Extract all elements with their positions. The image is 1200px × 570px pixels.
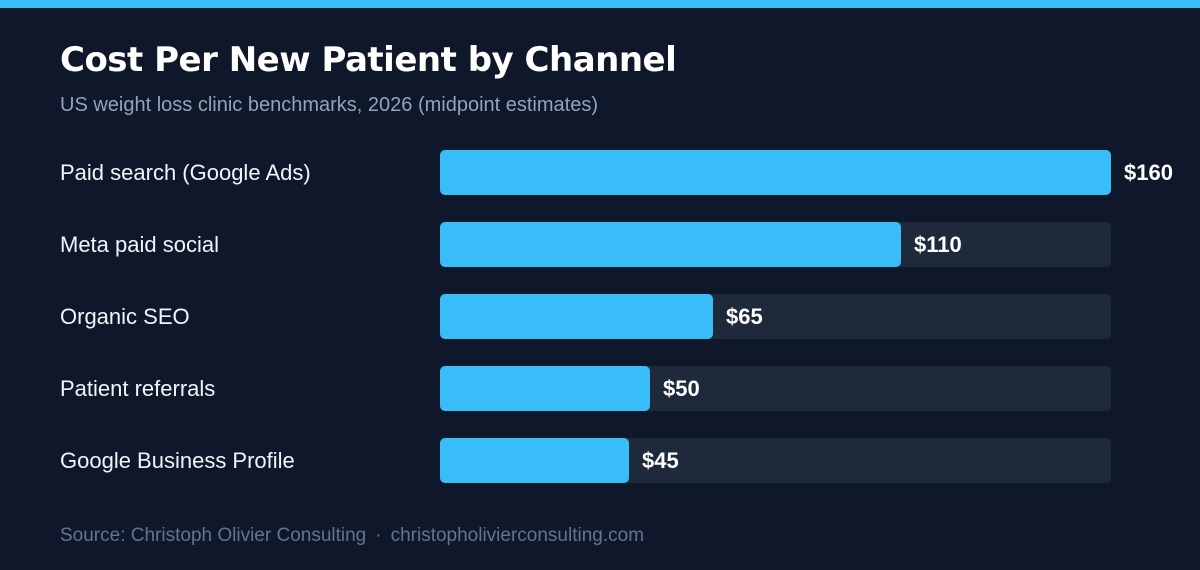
category-label: Google Business Profile bbox=[60, 448, 295, 473]
bar bbox=[440, 150, 1111, 195]
bar bbox=[440, 222, 901, 267]
bar-row: Organic SEO $65 bbox=[0, 294, 1200, 340]
footer-separator: · bbox=[375, 525, 382, 546]
value-label: $45 bbox=[642, 448, 679, 473]
bar-row: Paid search (Google Ads) $160 bbox=[0, 150, 1200, 196]
source-text: Source: Christoph Olivier Consulting bbox=[60, 525, 367, 546]
value-label: $110 bbox=[914, 232, 962, 257]
chart-title: Cost Per New Patient by Channel bbox=[60, 40, 677, 80]
source-url: christopholivierconsulting.com bbox=[390, 525, 645, 546]
accent-top-bar bbox=[0, 0, 1200, 8]
bar-row: Meta paid social $110 bbox=[0, 222, 1200, 268]
category-label: Paid search (Google Ads) bbox=[60, 160, 311, 185]
category-label: Patient referrals bbox=[60, 376, 216, 401]
bar bbox=[440, 294, 713, 339]
bar bbox=[440, 366, 650, 411]
value-label: $65 bbox=[726, 304, 763, 329]
bar-row: Google Business Profile $45 bbox=[0, 438, 1200, 484]
chart-subtitle: US weight loss clinic benchmarks, 2026 (… bbox=[60, 94, 598, 116]
value-label: $50 bbox=[663, 376, 700, 401]
footer: Source: Christoph Olivier Consulting · chr… bbox=[60, 525, 644, 547]
category-label: Meta paid social bbox=[60, 232, 219, 257]
bar-row: Patient referrals $50 bbox=[0, 366, 1200, 412]
bar bbox=[440, 438, 629, 483]
value-label: $160 bbox=[1124, 160, 1173, 185]
category-label: Organic SEO bbox=[60, 304, 190, 329]
